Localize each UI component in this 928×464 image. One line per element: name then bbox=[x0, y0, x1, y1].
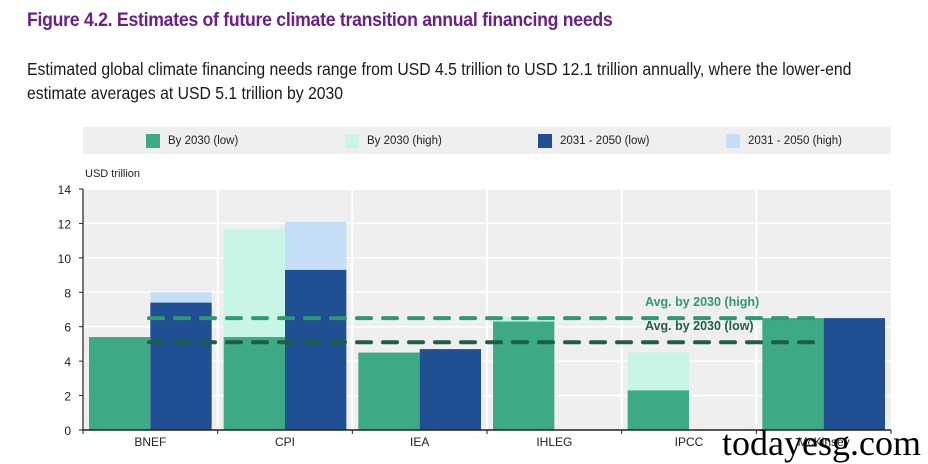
bar-by2030-low bbox=[762, 318, 824, 430]
legend-label: By 2030 (high) bbox=[367, 135, 442, 147]
chart-legend: By 2030 (low) By 2030 (high) 2031 - 2050… bbox=[83, 127, 891, 154]
avg-label-high: Avg. by 2030 (high) bbox=[645, 295, 759, 309]
legend-swatch-by2030-high bbox=[345, 134, 359, 148]
y-tick-label: 14 bbox=[58, 183, 72, 197]
bar-2031-2050-low bbox=[823, 318, 885, 430]
bar-by2030-low bbox=[223, 337, 285, 430]
axes bbox=[79, 188, 892, 434]
x-tick-label: BNEF bbox=[134, 435, 166, 449]
legend-item-by2030-high: By 2030 (high) bbox=[345, 134, 442, 148]
bar-by2030-low bbox=[358, 352, 420, 430]
grid-lines bbox=[83, 188, 891, 430]
y-tick-label: 12 bbox=[58, 217, 72, 231]
bar-2031-2050-low bbox=[285, 269, 347, 430]
watermark: todayesg.com bbox=[722, 423, 921, 463]
legend-label: By 2030 (low) bbox=[168, 135, 239, 147]
x-tick-label: McKinsey bbox=[798, 435, 850, 449]
y-tick-label: 10 bbox=[58, 252, 72, 266]
bar-2031-2050-low bbox=[150, 302, 212, 430]
legend-item-2031-2050-high: 2031 - 2050 (high) bbox=[726, 134, 842, 148]
legend-swatch-by2030-low bbox=[146, 134, 160, 148]
bar-by2030-low bbox=[627, 390, 689, 430]
x-tick-label: CPI bbox=[275, 435, 295, 449]
figure-subtitle: Estimated global climate financing needs… bbox=[27, 59, 852, 103]
reference-lines: Avg. by 2030 (high) Avg. by 2030 (low) bbox=[147, 295, 821, 345]
legend-label: 2031 - 2050 (low) bbox=[560, 135, 650, 147]
bars bbox=[89, 221, 885, 430]
legend-swatch-2031-2050-low bbox=[538, 134, 552, 148]
y-tick-label: 6 bbox=[64, 321, 71, 335]
tick-labels: 0 2 4 6 8 10 12 14 BNEF CPI IEA IHLEG IPCC McKinsey bbox=[58, 183, 850, 449]
bar-by2030-low bbox=[493, 321, 555, 430]
y-tick-label: 8 bbox=[64, 286, 71, 300]
x-tick-label: IEA bbox=[410, 435, 429, 449]
avg-label-low: Avg. by 2030 (low) bbox=[645, 319, 754, 333]
legend-swatch-2031-2050-high bbox=[726, 134, 740, 148]
x-tick-label: IHLEG bbox=[536, 435, 572, 449]
legend-label: 2031 - 2050 (high) bbox=[748, 135, 842, 147]
x-tick-label: IPCC bbox=[675, 435, 704, 449]
legend-item-2031-2050-low: 2031 - 2050 (low) bbox=[538, 134, 650, 148]
y-tick-label: 0 bbox=[64, 424, 71, 438]
bar-by2030-low bbox=[89, 337, 151, 430]
bar-2031-2050-low bbox=[419, 349, 481, 430]
legend-item-by2030-low: By 2030 (low) bbox=[146, 134, 238, 148]
y-tick-label: 2 bbox=[64, 390, 71, 404]
y-tick-label: 4 bbox=[64, 355, 71, 369]
figure-title: Figure 4.2. Estimates of future climate … bbox=[27, 10, 613, 31]
y-axis-unit-label: USD trillion bbox=[85, 168, 141, 180]
